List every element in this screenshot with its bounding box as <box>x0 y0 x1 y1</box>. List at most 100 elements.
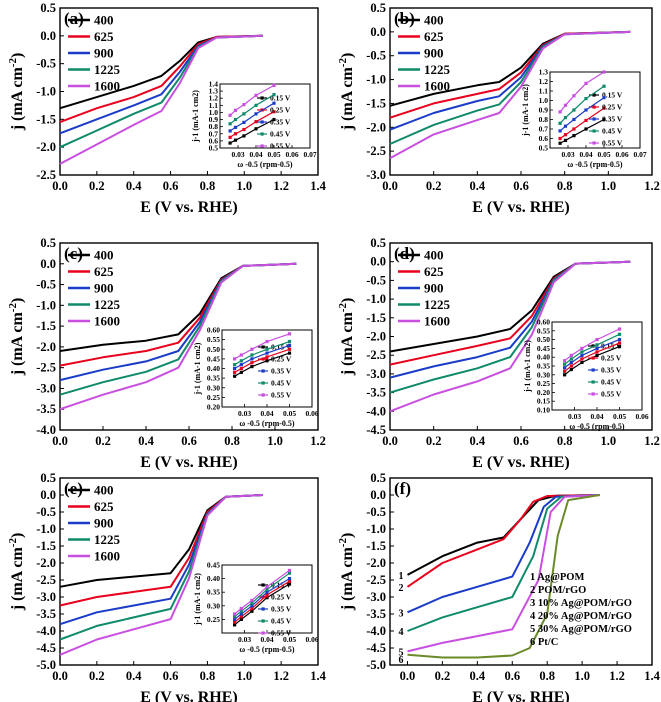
y-tick-label: 0.5 <box>370 236 386 250</box>
y-tick-label: -2.0 <box>36 340 56 354</box>
inset-point <box>602 96 606 100</box>
x-tick-label: 1.0 <box>236 669 252 683</box>
inset-x-tick-label: 0.06 <box>635 412 648 421</box>
inset-legend-marker <box>260 132 264 136</box>
inset-point <box>242 134 246 138</box>
y-tick-label: -1.0 <box>366 522 386 536</box>
inset-point <box>563 103 568 107</box>
legend-entry-400: 400 <box>94 248 114 263</box>
x-tick-label: 1.0 <box>267 434 283 448</box>
x-axis-label: E (V vs. RHE) <box>472 689 570 702</box>
inset-legend-marker <box>260 96 264 100</box>
inset-point <box>287 579 292 583</box>
inset-y-tick-label: 0.45 <box>537 344 550 353</box>
inset-point <box>265 347 269 351</box>
inset-point <box>228 141 232 145</box>
series-line-1600 <box>59 494 263 656</box>
inset-point <box>563 366 567 370</box>
inset-y-tick-label: 0.50 <box>537 335 550 344</box>
x-axis-label: E (V vs. RHE) <box>140 454 238 471</box>
y-axis-label: j (mA cm-2) <box>7 53 26 132</box>
y-axis-label-tail: ) <box>9 298 26 303</box>
inset-x-tick-label: 0.04 <box>590 412 603 421</box>
x-tick-label: 1.4 <box>310 179 326 193</box>
y-axis-label-sup: -2 <box>7 538 19 548</box>
y-tick-label: -0.5 <box>36 57 56 71</box>
inset-legend-entry: 0.45 V <box>271 617 292 626</box>
panel-label: (a) <box>64 9 84 28</box>
inset-point <box>250 347 254 351</box>
y-tick-label: 0.0 <box>40 488 56 502</box>
x-axis-label: E (V vs. RHE) <box>472 454 570 471</box>
y-axis-label-sup: -2 <box>337 303 349 313</box>
inset-point <box>584 97 588 101</box>
inset-point <box>580 360 584 365</box>
inset-point <box>569 357 573 361</box>
legend-entry-625: 625 <box>424 264 444 279</box>
curve-label: 1 <box>398 571 403 582</box>
y-tick-label: -4.5 <box>366 641 386 655</box>
inset-y-tick-label: 0.20 <box>537 388 550 397</box>
y-tick-label: 0.0 <box>370 488 386 502</box>
inset-y-label: j-1 (mA-1 cm2) <box>193 573 202 626</box>
inset-x-tick-label: 0.05 <box>283 409 296 418</box>
inset-point <box>239 612 243 616</box>
inset-legend-entry: 0.15 V <box>271 581 292 590</box>
x-tick-label: 1.2 <box>609 669 625 683</box>
legend-entry-1225: 1225 <box>424 62 451 77</box>
x-tick-label: 1.2 <box>273 669 289 683</box>
legend-entry-900: 900 <box>94 516 114 531</box>
series-line-3-10-ag-pom-rgo <box>407 494 600 614</box>
y-tick-label: -2.0 <box>366 330 386 344</box>
legend-entry-900: 900 <box>424 46 444 61</box>
inset-point <box>580 357 584 361</box>
legend-entry-900: 900 <box>94 46 114 61</box>
inset-legend-marker <box>261 583 265 587</box>
inset-point <box>265 590 269 594</box>
inset-point <box>617 338 622 342</box>
inset-legend-marker <box>591 368 595 372</box>
legend-entry-1600: 1600 <box>94 314 120 329</box>
inset-point <box>287 577 292 581</box>
inset-point <box>602 117 606 122</box>
inset-point <box>228 122 232 126</box>
y-axis-label: j (mA cm-2) <box>7 533 26 612</box>
inset-point <box>233 125 238 129</box>
inset-point <box>287 568 292 573</box>
inset-y-tick-label: 0.35 <box>207 588 220 597</box>
inset-point <box>250 601 254 605</box>
inset-x-label: ω -0.5 (rpm-0.5) <box>567 160 623 169</box>
inset-point <box>239 615 243 619</box>
inset-legend-entry: 0.35 V <box>270 118 291 127</box>
inset-point <box>239 617 243 621</box>
inset-legend-entry: 0.55 V <box>602 139 623 148</box>
inset-point <box>584 118 588 123</box>
inset-point <box>572 94 576 98</box>
inset-x-tick-label: 0.03 <box>238 409 251 418</box>
plot-frame <box>389 477 653 666</box>
y-tick-label: -1.5 <box>36 319 56 333</box>
x-tick-label: 0.2 <box>89 179 105 193</box>
inset-point <box>265 596 269 600</box>
y-axis-label-tail: ) <box>339 53 356 58</box>
inset-point <box>580 350 584 354</box>
inset-point <box>239 609 243 613</box>
y-axis-label-main: j (mA cm <box>9 67 26 132</box>
inset-x-tick-label: 0.04 <box>260 635 273 644</box>
inset-legend-marker <box>592 105 596 109</box>
legend-entry: 5 30% Ag@POM/rGO <box>530 624 632 635</box>
inset-point <box>228 135 232 139</box>
inset-x-tick-label: 0.05 <box>267 150 280 159</box>
inset-y-tick-label: 1.2 <box>539 77 549 86</box>
x-axis-label: E (V vs. RHE) <box>140 199 238 216</box>
inset-y-label: j-1 (mA-1 cm2) <box>191 90 200 143</box>
legend-entry-1225: 1225 <box>94 297 121 312</box>
x-tick-label: 0.6 <box>163 179 179 193</box>
inset-point <box>595 343 599 347</box>
inset-point <box>228 113 232 117</box>
inset-y-tick-label: 0.9 <box>209 115 219 124</box>
inset-point <box>580 353 584 358</box>
inset-point <box>602 84 606 88</box>
inset-legend-entry: 0.25 V <box>271 593 292 602</box>
y-axis-label-main: j (mA cm <box>339 547 356 612</box>
